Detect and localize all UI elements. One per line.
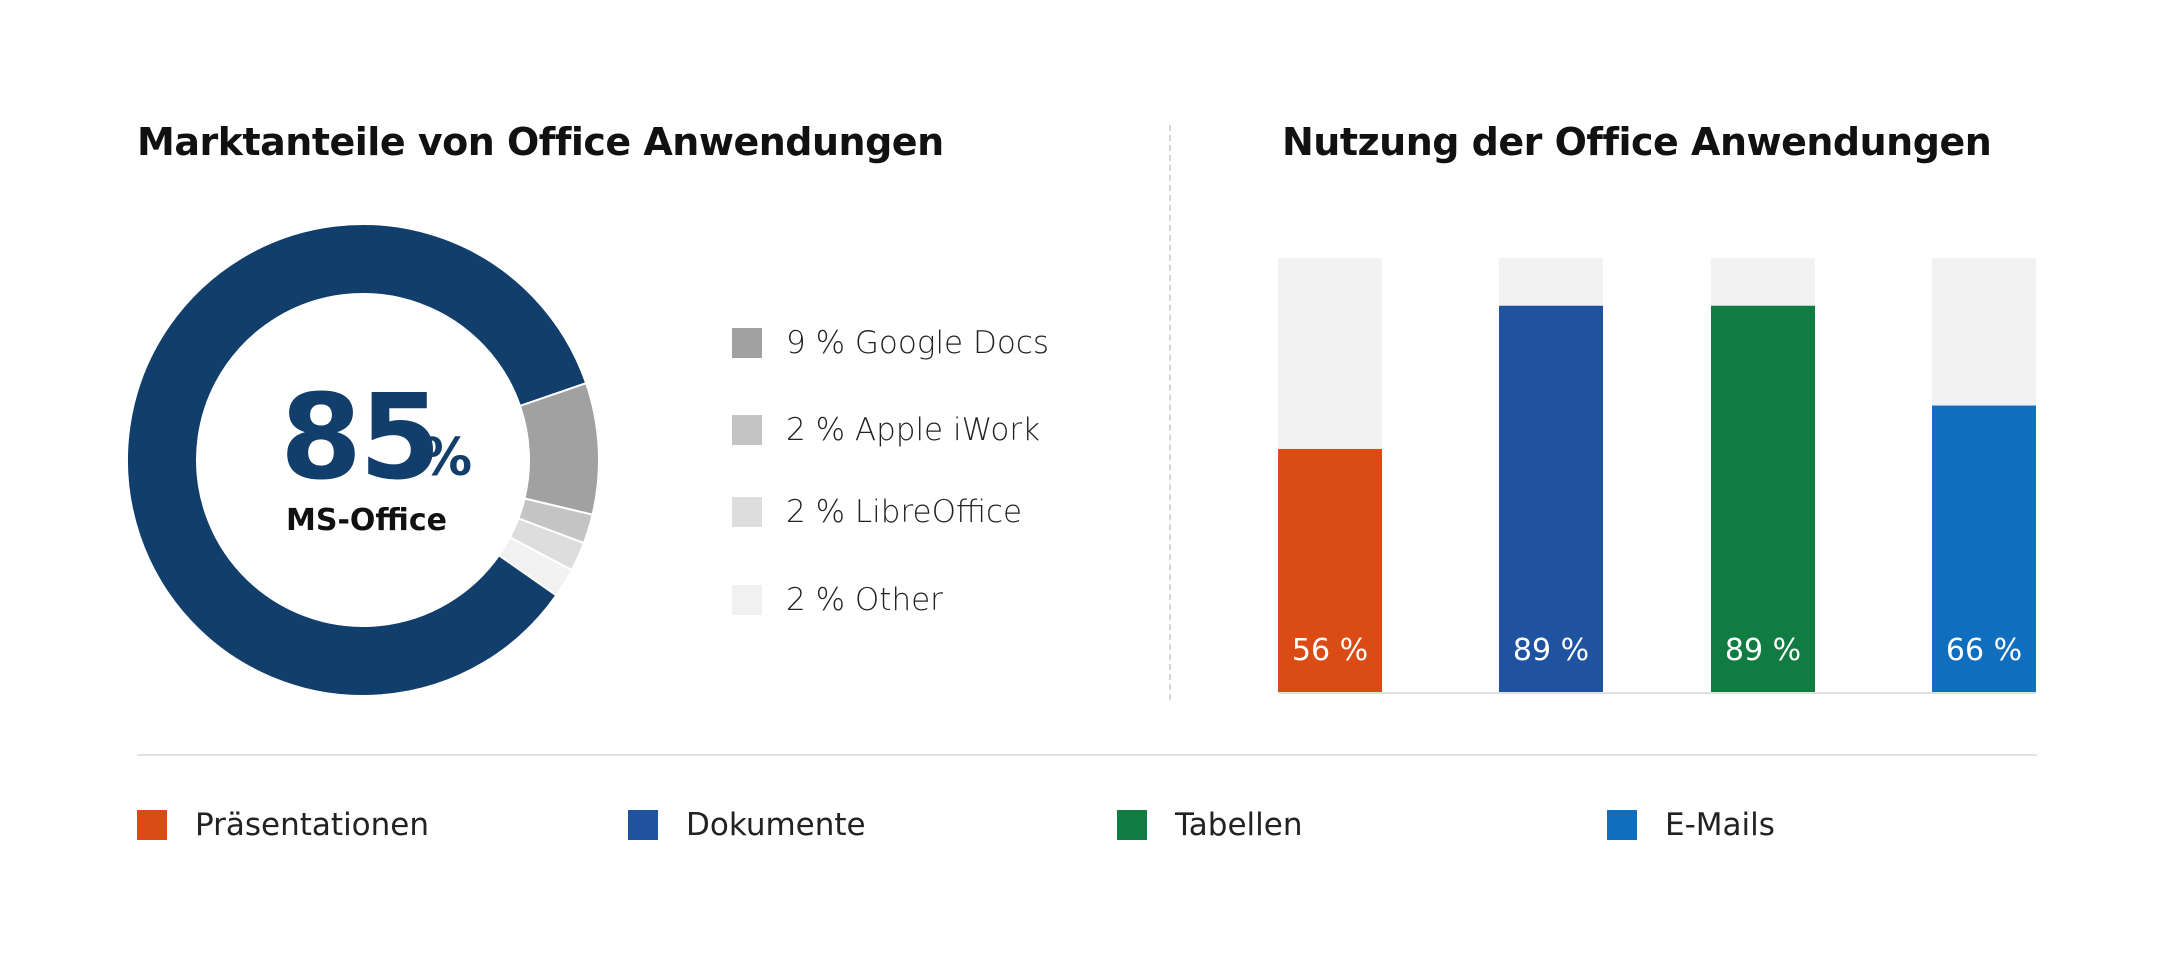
center-value: 85 — [280, 368, 441, 506]
share-legend-label: 2 % LibreOffice — [786, 494, 1023, 530]
center-label: MS-Office — [286, 503, 448, 538]
category-legend-item: E-Mails — [1607, 807, 1775, 843]
category-legend-label: Dokumente — [686, 807, 866, 843]
donut-chart-title: Marktanteile von Office Anwendungen — [137, 120, 944, 164]
bar-chart-title: Nutzung der Office Anwendungen — [1282, 120, 1992, 164]
share-legend-item: 2 % LibreOffice — [732, 494, 1023, 530]
category-legend-swatch — [1607, 810, 1637, 840]
bar-tabellen — [1711, 305, 1815, 692]
center-unit: % — [420, 428, 473, 488]
bar-e-mails — [1932, 405, 2036, 692]
share-legend-label: 9 % Google Docs — [786, 325, 1050, 361]
bar-value-label: 66 % — [1946, 633, 2022, 668]
category-legend-label: Tabellen — [1175, 807, 1303, 843]
category-legend-swatch — [137, 810, 167, 840]
category-legend-label: Präsentationen — [195, 807, 430, 843]
share-legend-swatch — [732, 415, 762, 445]
share-legend-item: 9 % Google Docs — [732, 325, 1050, 361]
category-legend-item: Dokumente — [628, 807, 866, 843]
category-legend-item: Tabellen — [1117, 807, 1303, 843]
share-legend-swatch — [732, 497, 762, 527]
horizontal-divider — [137, 754, 2037, 756]
share-legend-swatch — [732, 585, 762, 615]
vertical-divider — [1169, 125, 1171, 700]
bar-value-label: 56 % — [1292, 633, 1368, 668]
share-legend-swatch — [732, 328, 762, 358]
bar-dokumente — [1499, 305, 1603, 692]
bar-pr-sentationen — [1278, 448, 1382, 692]
share-legend-label: 2 % Other — [786, 582, 943, 618]
bar-value-label: 89 % — [1725, 633, 1801, 668]
category-legend-swatch — [628, 810, 658, 840]
category-legend-item: Präsentationen — [137, 807, 430, 843]
share-legend-item: 2 % Apple iWork — [732, 412, 1041, 448]
category-legend-swatch — [1117, 810, 1147, 840]
donut-slice-ms-office — [126, 223, 588, 697]
category-legend-label: E-Mails — [1665, 807, 1775, 843]
share-legend-item: 2 % Other — [732, 582, 943, 618]
donut-slice-other — [497, 536, 574, 597]
bar-value-label: 89 % — [1513, 633, 1589, 668]
share-legend-label: 2 % Apple iWork — [786, 412, 1041, 448]
